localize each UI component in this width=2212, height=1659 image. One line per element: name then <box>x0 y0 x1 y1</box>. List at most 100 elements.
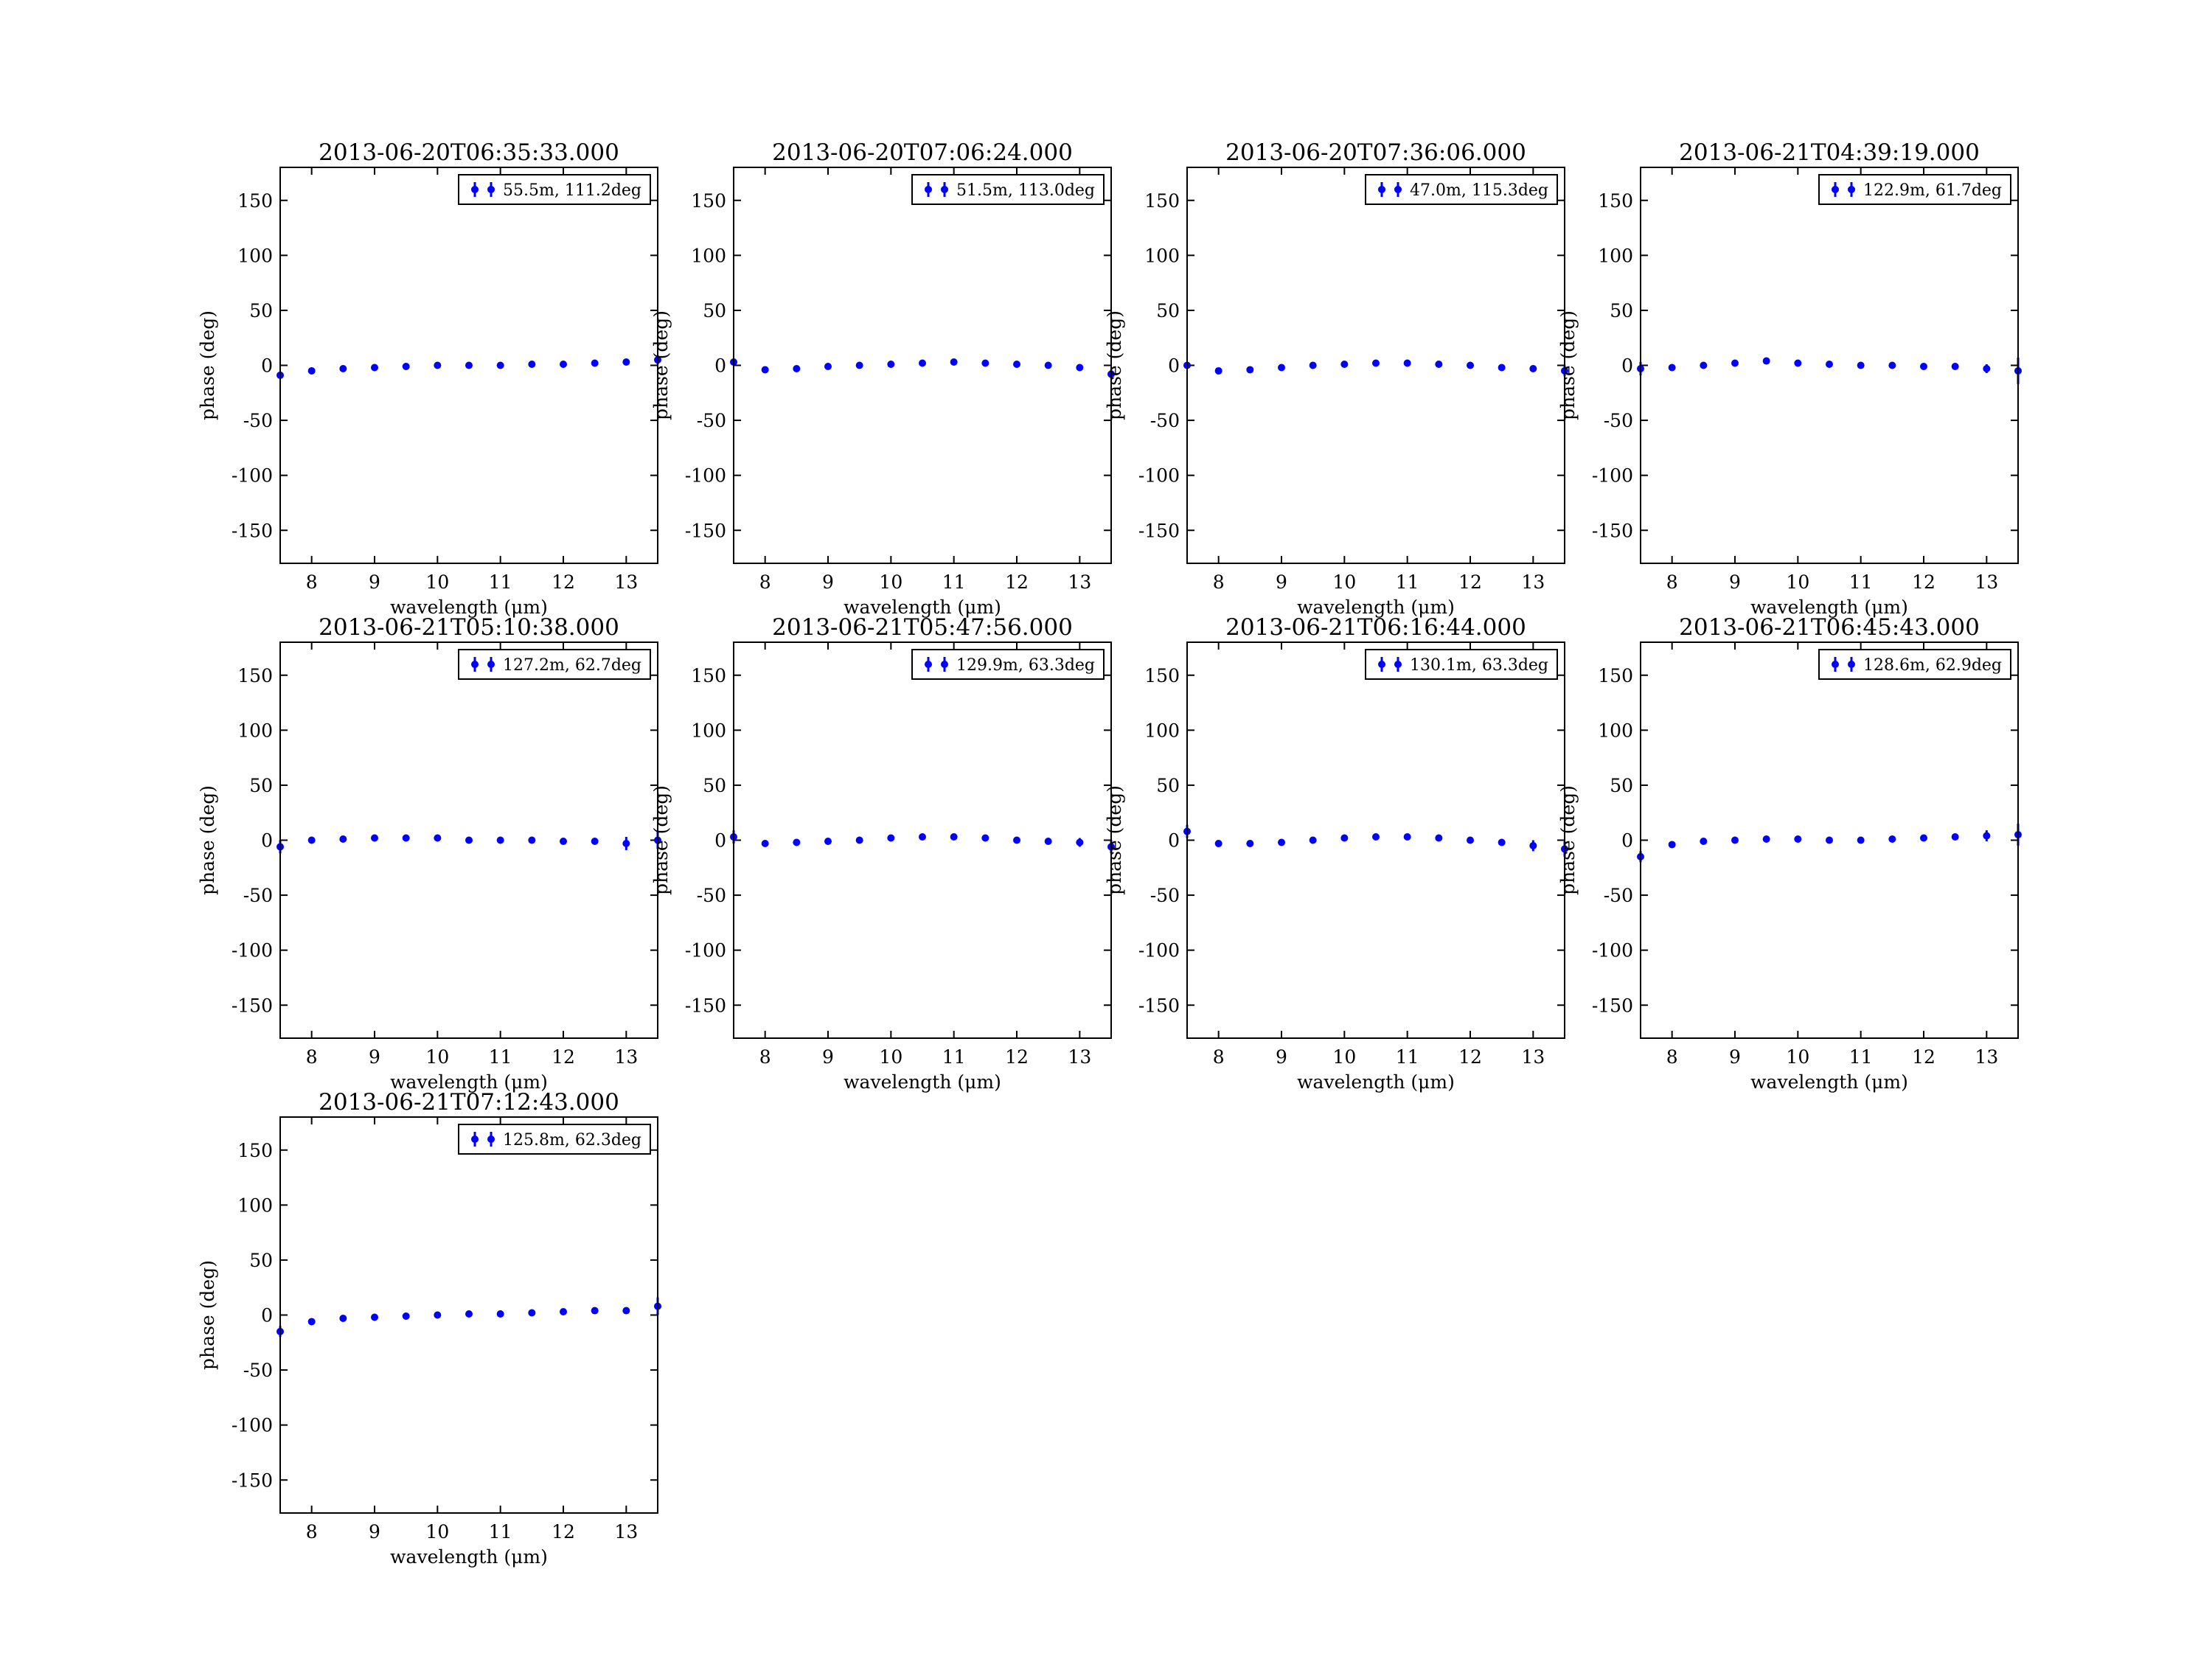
y-axis-label: phase (deg) <box>1104 785 1125 895</box>
data-point <box>824 837 832 845</box>
y-tick-label: -150 <box>1592 520 1633 541</box>
subplot-title: 2013-06-21T04:39:19.000 <box>1679 139 1980 166</box>
legend-box <box>1818 174 2011 205</box>
y-tick-label: -150 <box>232 520 273 541</box>
data-point <box>1340 361 1349 369</box>
subplot: 8 9 10 11 12 13 -150 -100 -50 0 50 100 150 130.1m, 63… <box>1104 614 1568 1093</box>
x-tick-label: 12 <box>552 571 575 593</box>
data-point <box>402 834 410 842</box>
x-tick-label: 8 <box>1666 571 1678 593</box>
data-point <box>1435 361 1443 369</box>
y-tick-label: -100 <box>1138 465 1180 487</box>
data-point <box>1278 838 1285 846</box>
x-tick-label: 10 <box>879 571 902 593</box>
data-point <box>434 834 442 842</box>
y-tick-label: -50 <box>1150 885 1180 906</box>
legend-symbol <box>471 661 479 668</box>
data-point <box>1529 841 1537 849</box>
y-axis-label: phase (deg) <box>1557 310 1579 420</box>
x-axis-label: wavelength (μm) <box>390 1546 548 1568</box>
data-point <box>1857 361 1865 369</box>
data-point <box>1700 361 1708 369</box>
data-point <box>528 1309 536 1317</box>
legend-symbol <box>941 186 948 193</box>
data-point <box>793 364 801 372</box>
data-point <box>1467 361 1474 369</box>
data-point <box>950 833 958 841</box>
y-tick-label: 0 <box>1168 355 1180 377</box>
x-tick-label: 13 <box>1068 571 1091 593</box>
subplot: 8 9 10 11 12 13 -150 -100 -50 0 50 100 150 127.2m, 62… <box>197 614 661 1093</box>
data-point <box>1857 836 1865 844</box>
x-tick-label: 8 <box>306 1521 318 1543</box>
legend-label: 130.1m, 63.3deg <box>1410 656 1548 675</box>
y-tick-label: 150 <box>237 1140 273 1161</box>
y-tick-label: -150 <box>1138 520 1180 541</box>
x-tick-label: 12 <box>1005 571 1029 593</box>
legend-symbol <box>487 1135 495 1143</box>
data-point <box>1826 836 1833 844</box>
data-point <box>465 836 473 844</box>
subplot-title: 2013-06-21T05:47:56.000 <box>772 614 1073 641</box>
x-tick-label: 12 <box>1912 1046 1935 1068</box>
data-point <box>1013 361 1020 369</box>
data-point <box>981 359 990 367</box>
data-point <box>622 358 630 366</box>
legend-symbol <box>1394 661 1402 668</box>
data-point <box>591 837 599 845</box>
x-tick-label: 9 <box>369 1521 380 1543</box>
y-tick-label: -150 <box>1138 995 1180 1016</box>
y-tick-label: -50 <box>243 410 273 431</box>
x-tick-label: 8 <box>306 571 318 593</box>
data-point <box>1214 366 1222 375</box>
data-point <box>1467 836 1474 844</box>
x-tick-label: 11 <box>489 1521 512 1543</box>
legend: 127.2m, 62.7deg <box>458 649 651 680</box>
x-tick-label: 9 <box>369 1046 380 1068</box>
subplot: 8 9 10 11 12 13 -150 -100 -50 0 50 100 150 125.8m, 62… <box>197 1089 661 1568</box>
legend-label: 51.5m, 113.0deg <box>956 181 1095 200</box>
data-point <box>339 364 347 372</box>
x-tick-label: 9 <box>822 571 834 593</box>
y-tick-label: -150 <box>685 520 726 541</box>
y-tick-label: 150 <box>1598 665 1633 686</box>
y-axis-label: phase (deg) <box>650 310 672 420</box>
data-point <box>1700 837 1708 845</box>
legend-symbol <box>487 661 495 668</box>
y-tick-label: 100 <box>237 245 273 266</box>
legend: 128.6m, 62.9deg <box>1818 649 2011 680</box>
x-tick-label: 9 <box>369 571 380 593</box>
subplot-title: 2013-06-21T06:45:43.000 <box>1679 614 1980 641</box>
data-point <box>402 362 410 370</box>
data-point <box>1826 361 1833 369</box>
data-point <box>496 836 504 844</box>
legend-symbol <box>1832 661 1839 668</box>
y-tick-label: 100 <box>1598 720 1633 741</box>
data-point <box>339 835 347 844</box>
y-tick-label: 150 <box>1144 190 1180 212</box>
y-tick-label: 0 <box>714 830 726 852</box>
legend-symbol <box>925 661 932 668</box>
legend: 47.0m, 115.3deg <box>1365 174 1558 205</box>
axes-frame <box>1186 641 1565 1039</box>
data-point <box>761 366 769 374</box>
y-axis-label: phase (deg) <box>197 1260 218 1370</box>
legend-symbol <box>1848 186 1855 193</box>
data-point <box>1013 836 1020 844</box>
legend: 130.1m, 63.3deg <box>1365 649 1558 680</box>
data-point <box>560 1308 567 1316</box>
x-axis-label: wavelength (μm) <box>844 1071 1001 1093</box>
subplot: 8 9 10 11 12 13 -150 -100 -50 0 50 100 150 55.5m, 111… <box>197 139 661 618</box>
axes-frame <box>733 641 1112 1039</box>
subplot-title: 2013-06-21T06:16:44.000 <box>1225 614 1526 641</box>
legend-label: 128.6m, 62.9deg <box>1863 656 2002 675</box>
y-tick-label: 50 <box>249 300 273 321</box>
legend-symbol <box>471 186 479 193</box>
y-tick-label: 100 <box>237 720 273 741</box>
data-point <box>1246 839 1254 847</box>
legend-symbol <box>925 186 932 193</box>
subplot: 8 9 10 11 12 13 -150 -100 -50 0 50 100 150 47.0m, 115… <box>1104 139 1568 618</box>
data-point <box>528 361 536 369</box>
data-point <box>1498 364 1506 372</box>
y-tick-label: 100 <box>1598 245 1633 266</box>
